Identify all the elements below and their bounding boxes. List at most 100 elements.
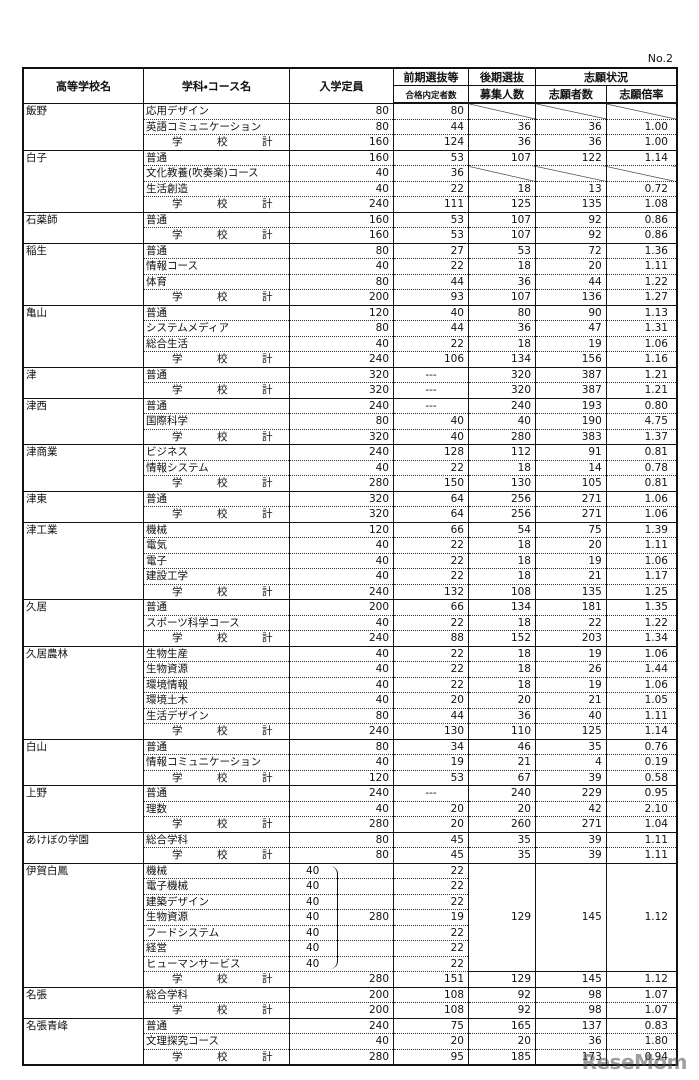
applicants: 19 (535, 677, 607, 693)
data-row: 生活デザイン 80 44 36 40 1.11 (23, 708, 678, 724)
total-label: 学 校 計 (172, 477, 285, 490)
applicants: 92 (535, 212, 607, 228)
table-header: 高等学校名 学科・コース名 入学定員 前期選抜等 後期選抜 志願状況 合格内定者… (22, 67, 678, 104)
total-label: 学 校 計 (172, 771, 285, 784)
total-label: 学 校 計 (172, 725, 285, 738)
data-row: 環境情報 40 22 18 19 1.06 (23, 677, 678, 693)
capacity: 40 (289, 661, 394, 678)
late: 107 (468, 212, 536, 228)
late: 92 (468, 1002, 536, 1019)
applicants: 42 (535, 801, 607, 817)
data-row: 稲生 普通 80 27 53 72 1.36 (22, 243, 678, 306)
early: 66 (393, 522, 469, 538)
late: 110 (468, 723, 536, 740)
school-name: 名張青峰 (22, 1018, 144, 1066)
total-label-cell: 学 校 計 (143, 971, 290, 988)
course-name: 電子 (143, 553, 290, 569)
ratio: 1.11 (605, 847, 678, 864)
early: 108 (393, 987, 469, 1003)
data-row: 理数 40 20 20 42 2.10 (23, 801, 678, 817)
ratio: 1.14 (605, 723, 678, 740)
total-label: 学 校 計 (172, 508, 285, 521)
data-row: 情報システム 40 22 18 14 0.78 (23, 460, 678, 476)
late: 18 (468, 677, 536, 693)
school-name: 津東 (22, 491, 144, 523)
ratio: 0.86 (605, 227, 678, 244)
total-row: 学 校 計 80 45 35 39 1.11 (23, 847, 678, 864)
applicants: 203 (535, 630, 607, 647)
early: --- (393, 785, 469, 802)
ratio: 1.11 (605, 708, 678, 724)
course-name: 建設工学 (143, 568, 290, 585)
ratio: 1.22 (605, 274, 678, 290)
capacity: 40 (289, 692, 394, 709)
early: 80 (393, 103, 469, 120)
header-cell: 志願者数 (535, 85, 607, 104)
late: 54 (468, 522, 536, 538)
applicants: 91 (535, 444, 607, 461)
early: 22 (393, 646, 469, 662)
course-name: 体育 (143, 274, 290, 290)
applicants: 4 (535, 754, 607, 771)
course-name: 普通 (143, 305, 290, 321)
header-row: 高等学校名 学科・コース名 入学定員 前期選抜等 後期選抜 志願状況 (22, 67, 678, 104)
early: 22 (393, 956, 469, 972)
early: 53 (393, 770, 469, 786)
course-name: 普通 (143, 599, 290, 616)
late: 18 (468, 568, 536, 585)
late: 129 (468, 971, 536, 988)
school-name: 飯野 (22, 103, 144, 151)
total-row: 学 校 計 240 111 125 135 1.08 (23, 196, 678, 213)
capacity: 40 (289, 615, 394, 631)
early: 22 (393, 661, 469, 678)
school-name: 津 (22, 367, 144, 399)
data-row: 名張青峰 普通 240 75 165 137 0.83 (22, 1018, 678, 1066)
capacity-cell: 40 (289, 909, 394, 926)
early: 22 (393, 615, 469, 631)
course-name: 生物資源 (143, 909, 290, 926)
applicants: 383 (535, 429, 607, 445)
ratio: 4.75 (605, 413, 678, 430)
ratio: 1.21 (605, 382, 678, 399)
late: 320 (468, 367, 536, 383)
total-row: 学 校 計 200 93 107 136 1.27 (23, 289, 678, 306)
early: 64 (393, 491, 469, 507)
school-name: 久居 (22, 599, 144, 647)
data-row: 津商業 ビジネス 240 128 112 91 0.81 (22, 444, 678, 492)
school-name: 白子 (22, 150, 144, 213)
data-row: 白子 普通 160 53 107 122 1.14 (22, 150, 678, 213)
capacity: 280 (289, 816, 394, 833)
early: 20 (393, 816, 469, 833)
school-name: 石薬師 (22, 212, 144, 244)
early: 22 (393, 181, 469, 197)
applicants: 92 (535, 227, 607, 244)
capacity: 240 (289, 196, 394, 213)
course-name: 環境情報 (143, 677, 290, 693)
late: 67 (468, 770, 536, 786)
total-row: 学 校 計 160 53 107 92 0.86 (23, 227, 678, 244)
applicants: 47 (535, 320, 607, 337)
header-cell: 後期選抜 (468, 67, 536, 86)
capacity: 200 (289, 289, 394, 306)
capacity: 280 (289, 971, 394, 988)
course-name: 機械 (143, 522, 290, 538)
header-cell: 志願倍率 (605, 85, 678, 104)
applicants: 271 (535, 491, 607, 507)
capacity: 80 (289, 103, 394, 120)
course-name: 普通 (143, 212, 290, 228)
early: 53 (393, 212, 469, 228)
ratio: 1.17 (605, 568, 678, 585)
ratio: 1.04 (605, 816, 678, 833)
late: 256 (468, 506, 536, 523)
early: 22 (393, 677, 469, 693)
data-row: 建設工学 40 22 18 21 1.17 (23, 568, 678, 585)
total-row: 学 校 計 240 106 134 156 1.16 (23, 351, 678, 368)
total-label-cell: 学 校 計 (143, 630, 290, 647)
early: 22 (393, 553, 469, 569)
capacity: 240 (289, 723, 394, 740)
capacity-cell: 40 (289, 878, 394, 895)
data-row: フードシステム 40 22 (23, 925, 677, 941)
early: 44 (393, 708, 469, 724)
capacity: 80 (289, 739, 394, 755)
